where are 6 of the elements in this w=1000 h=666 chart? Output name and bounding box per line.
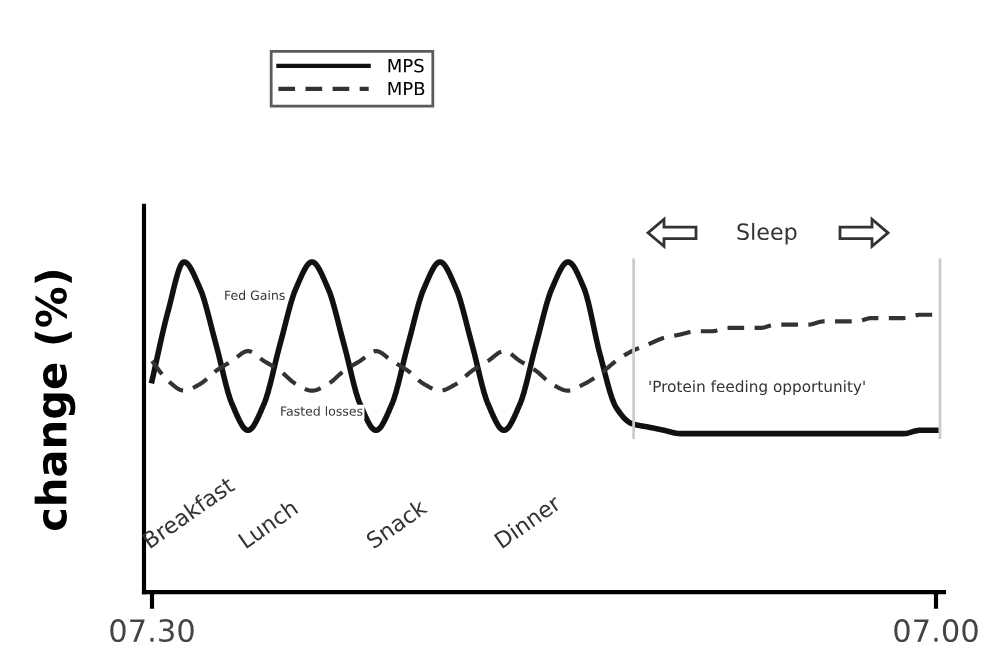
x-tick-label: 07.00 xyxy=(894,619,978,643)
text: Sleep xyxy=(737,222,797,245)
legend-label: MPS xyxy=(388,58,424,73)
x-tick-label: 07.30 xyxy=(110,619,194,643)
legend-label: MPB xyxy=(388,81,425,96)
y-axis-title: change (%) xyxy=(34,270,76,531)
